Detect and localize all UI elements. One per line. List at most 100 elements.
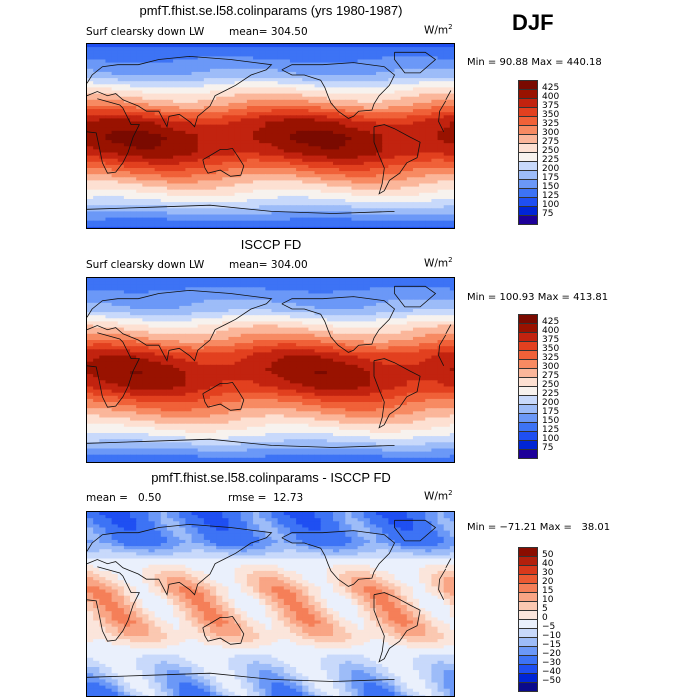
panel-1-mean-label: mean=: [229, 26, 268, 38]
map-cell: [142, 143, 150, 147]
map-cell: [400, 137, 408, 141]
map-cell: [431, 220, 439, 225]
map-cell: [363, 336, 371, 341]
map-cell: [333, 208, 340, 212]
map-cell: [203, 195, 211, 200]
map-cell: [111, 327, 119, 332]
map-cell: [154, 130, 162, 135]
map-cell: [111, 192, 119, 197]
map-cell: [363, 220, 371, 225]
map-cell: [185, 78, 193, 82]
map-cell: [437, 47, 445, 51]
map-cell: [437, 106, 445, 110]
map-cell: [400, 287, 408, 291]
map-cell: [388, 155, 396, 160]
map-cell: [376, 195, 383, 200]
map-cell: [197, 205, 205, 209]
map-cell: [326, 161, 334, 166]
map-cell: [93, 124, 100, 129]
map-cell: [253, 312, 260, 316]
map-cell: [351, 121, 359, 126]
map-cell: [412, 290, 420, 295]
map-cell: [333, 343, 340, 347]
map-cell: [148, 186, 156, 191]
map-cell: [449, 81, 454, 85]
map-cell: [160, 186, 168, 191]
map-cell: [339, 312, 346, 316]
map-cell: [302, 68, 309, 73]
map-cell: [130, 287, 137, 291]
map-cell: [406, 168, 414, 172]
map-cell: [259, 293, 266, 298]
map-cell: [87, 59, 94, 64]
map-cell: [431, 164, 439, 169]
map-cell: [357, 137, 365, 141]
map-cell: [246, 149, 254, 154]
map-cell: [431, 161, 439, 166]
map-cell: [228, 137, 236, 141]
map-cell: [105, 164, 113, 169]
map-cell: [148, 346, 156, 350]
map-cell: [388, 183, 396, 188]
map-cell: [154, 78, 162, 82]
map-cell: [130, 293, 137, 298]
map-cell: [363, 330, 371, 335]
map-cell: [308, 168, 316, 172]
map-cell: [154, 75, 162, 79]
map-cell: [388, 324, 396, 329]
map-cell: [265, 195, 273, 200]
map-cell: [93, 59, 100, 64]
map-cell: [283, 164, 291, 169]
map-cell: [376, 278, 383, 282]
map-cell: [216, 327, 223, 332]
map-cell: [283, 208, 291, 212]
map-cell: [191, 143, 199, 147]
map-cell: [376, 53, 383, 57]
map-cell: [265, 333, 273, 338]
map-cell: [228, 189, 236, 194]
map-cell: [111, 293, 119, 298]
map-cell: [154, 302, 162, 307]
map-cell: [320, 93, 328, 98]
map-cell: [185, 302, 193, 307]
map-cell: [333, 164, 340, 169]
panel-2-map-svg: [87, 278, 454, 462]
map-cell: [136, 109, 143, 113]
map-cell: [259, 96, 266, 101]
map-cell: [388, 309, 396, 313]
map-cell: [93, 202, 100, 206]
map-cell: [142, 284, 150, 288]
map-cell: [210, 333, 217, 338]
map-cell: [271, 217, 279, 222]
map-cell: [376, 226, 383, 228]
map-cell: [406, 171, 414, 175]
map-cell: [394, 324, 402, 329]
map-cell: [185, 158, 193, 163]
map-cell: [363, 312, 371, 316]
map-cell: [185, 112, 193, 116]
colorbar-tick-label: 375: [542, 101, 560, 111]
map-cell: [400, 93, 408, 98]
map-cell: [369, 226, 377, 228]
map-cell: [363, 299, 371, 304]
map-cell: [246, 315, 254, 319]
map-cell: [185, 214, 193, 219]
map-cell: [111, 330, 119, 335]
map-cell: [123, 223, 131, 228]
map-cell: [117, 321, 125, 326]
map-cell: [357, 106, 365, 110]
map-cell: [93, 180, 100, 185]
map-cell: [246, 171, 254, 175]
map-cell: [160, 146, 168, 150]
map-cell: [240, 199, 248, 203]
panel-1-mean-value: 304.50: [270, 26, 308, 38]
map-cell: [191, 324, 199, 329]
map-cell: [339, 68, 346, 73]
map-cell: [203, 93, 211, 98]
map-cell: [99, 168, 107, 172]
map-cell: [419, 324, 426, 329]
map-cell: [363, 65, 371, 70]
map-cell: [419, 211, 426, 216]
map-cell: [425, 340, 432, 344]
map-cell: [173, 330, 180, 335]
